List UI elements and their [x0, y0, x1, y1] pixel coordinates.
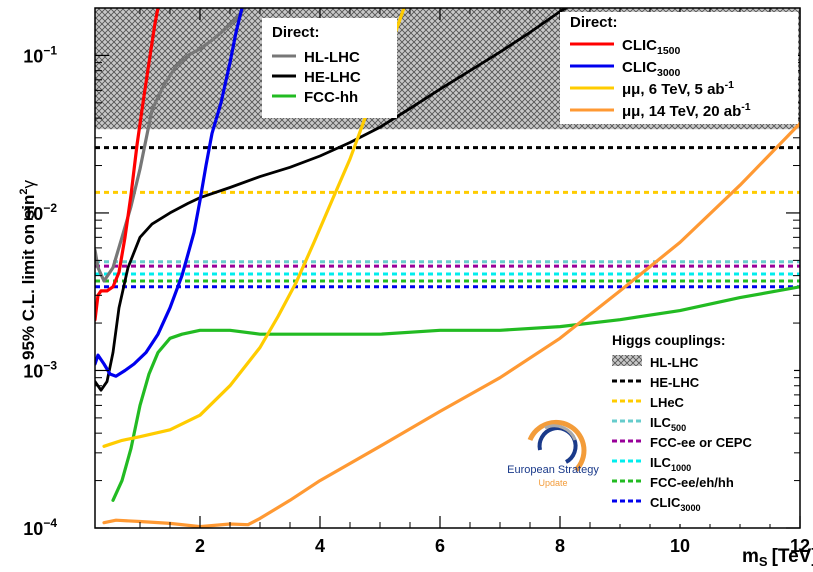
legend-label: FCC-ee/eh/hh — [650, 475, 734, 490]
legend-higgs-title: Higgs couplings: — [612, 332, 726, 348]
series-layer — [95, 8, 800, 528]
x-tick-label: 2 — [195, 536, 205, 556]
x-tick-label: 10 — [670, 536, 690, 556]
legend-label: CLIC3000 — [650, 495, 701, 513]
series-line-4 — [95, 8, 160, 322]
legend-label: ILC1000 — [650, 455, 691, 473]
series-line-7 — [102, 121, 800, 528]
x-tick-label: 6 — [435, 536, 445, 556]
legend-label: FCC-ee or CEPC — [650, 435, 752, 450]
x-tick-label: 4 — [315, 536, 325, 556]
logo-line-2: Update — [538, 478, 567, 488]
series-line-2 — [95, 8, 568, 392]
series-line-1 — [95, 8, 247, 283]
higgs-lines-layer — [95, 146, 800, 289]
legend-swatch — [612, 355, 642, 366]
legend-label: μμ, 6 TeV, 5 ab-1 — [622, 79, 734, 98]
legend-label: HL-LHC — [650, 355, 699, 370]
x-tick-label: 12 — [790, 536, 810, 556]
x-axis-label: mS[TeV] — [742, 546, 813, 569]
legend-direct-1-title: Direct: — [272, 24, 320, 41]
series-line-3 — [111, 285, 800, 502]
legend-direct-1: Direct: HL-LHC HE-LHC FCC-hh — [262, 18, 397, 118]
y-tick-label: 10−1 — [23, 43, 57, 66]
legend-label: ILC500 — [650, 415, 686, 433]
legend-label: CLIC3000 — [622, 59, 681, 79]
legend-label: LHeC — [650, 395, 685, 410]
european-strategy-logo: European Strategy Update — [507, 419, 599, 488]
legend-label: CLIC1500 — [622, 37, 681, 57]
legend-label: HL-LHC — [304, 49, 360, 66]
logo-line-1: European Strategy — [507, 464, 599, 476]
series-line-6 — [102, 8, 406, 448]
legend-label: μμ, 14 TeV, 20 ab-1 — [622, 101, 751, 120]
series-line-5 — [95, 8, 244, 378]
legend-higgs-couplings: Higgs couplings: HL-LHC HE-LHC LHeC ILC500 F… — [606, 328, 794, 524]
legend-label: HE-LHC — [304, 69, 361, 86]
legend-direct-2-title: Direct: — [570, 14, 618, 31]
plot-frame — [94, 7, 801, 529]
legend-label: FCC-hh — [304, 89, 358, 106]
y-tick-label: 10−2 — [23, 201, 57, 224]
legend-label: HE-LHC — [650, 375, 700, 390]
y-tick-label: 10−4 — [23, 516, 57, 539]
x-tick-label: 8 — [555, 536, 565, 556]
y-axis-label: 95% C.L. limit on sin2γ — [18, 180, 38, 360]
y-tick-label: 10−3 — [23, 358, 57, 381]
